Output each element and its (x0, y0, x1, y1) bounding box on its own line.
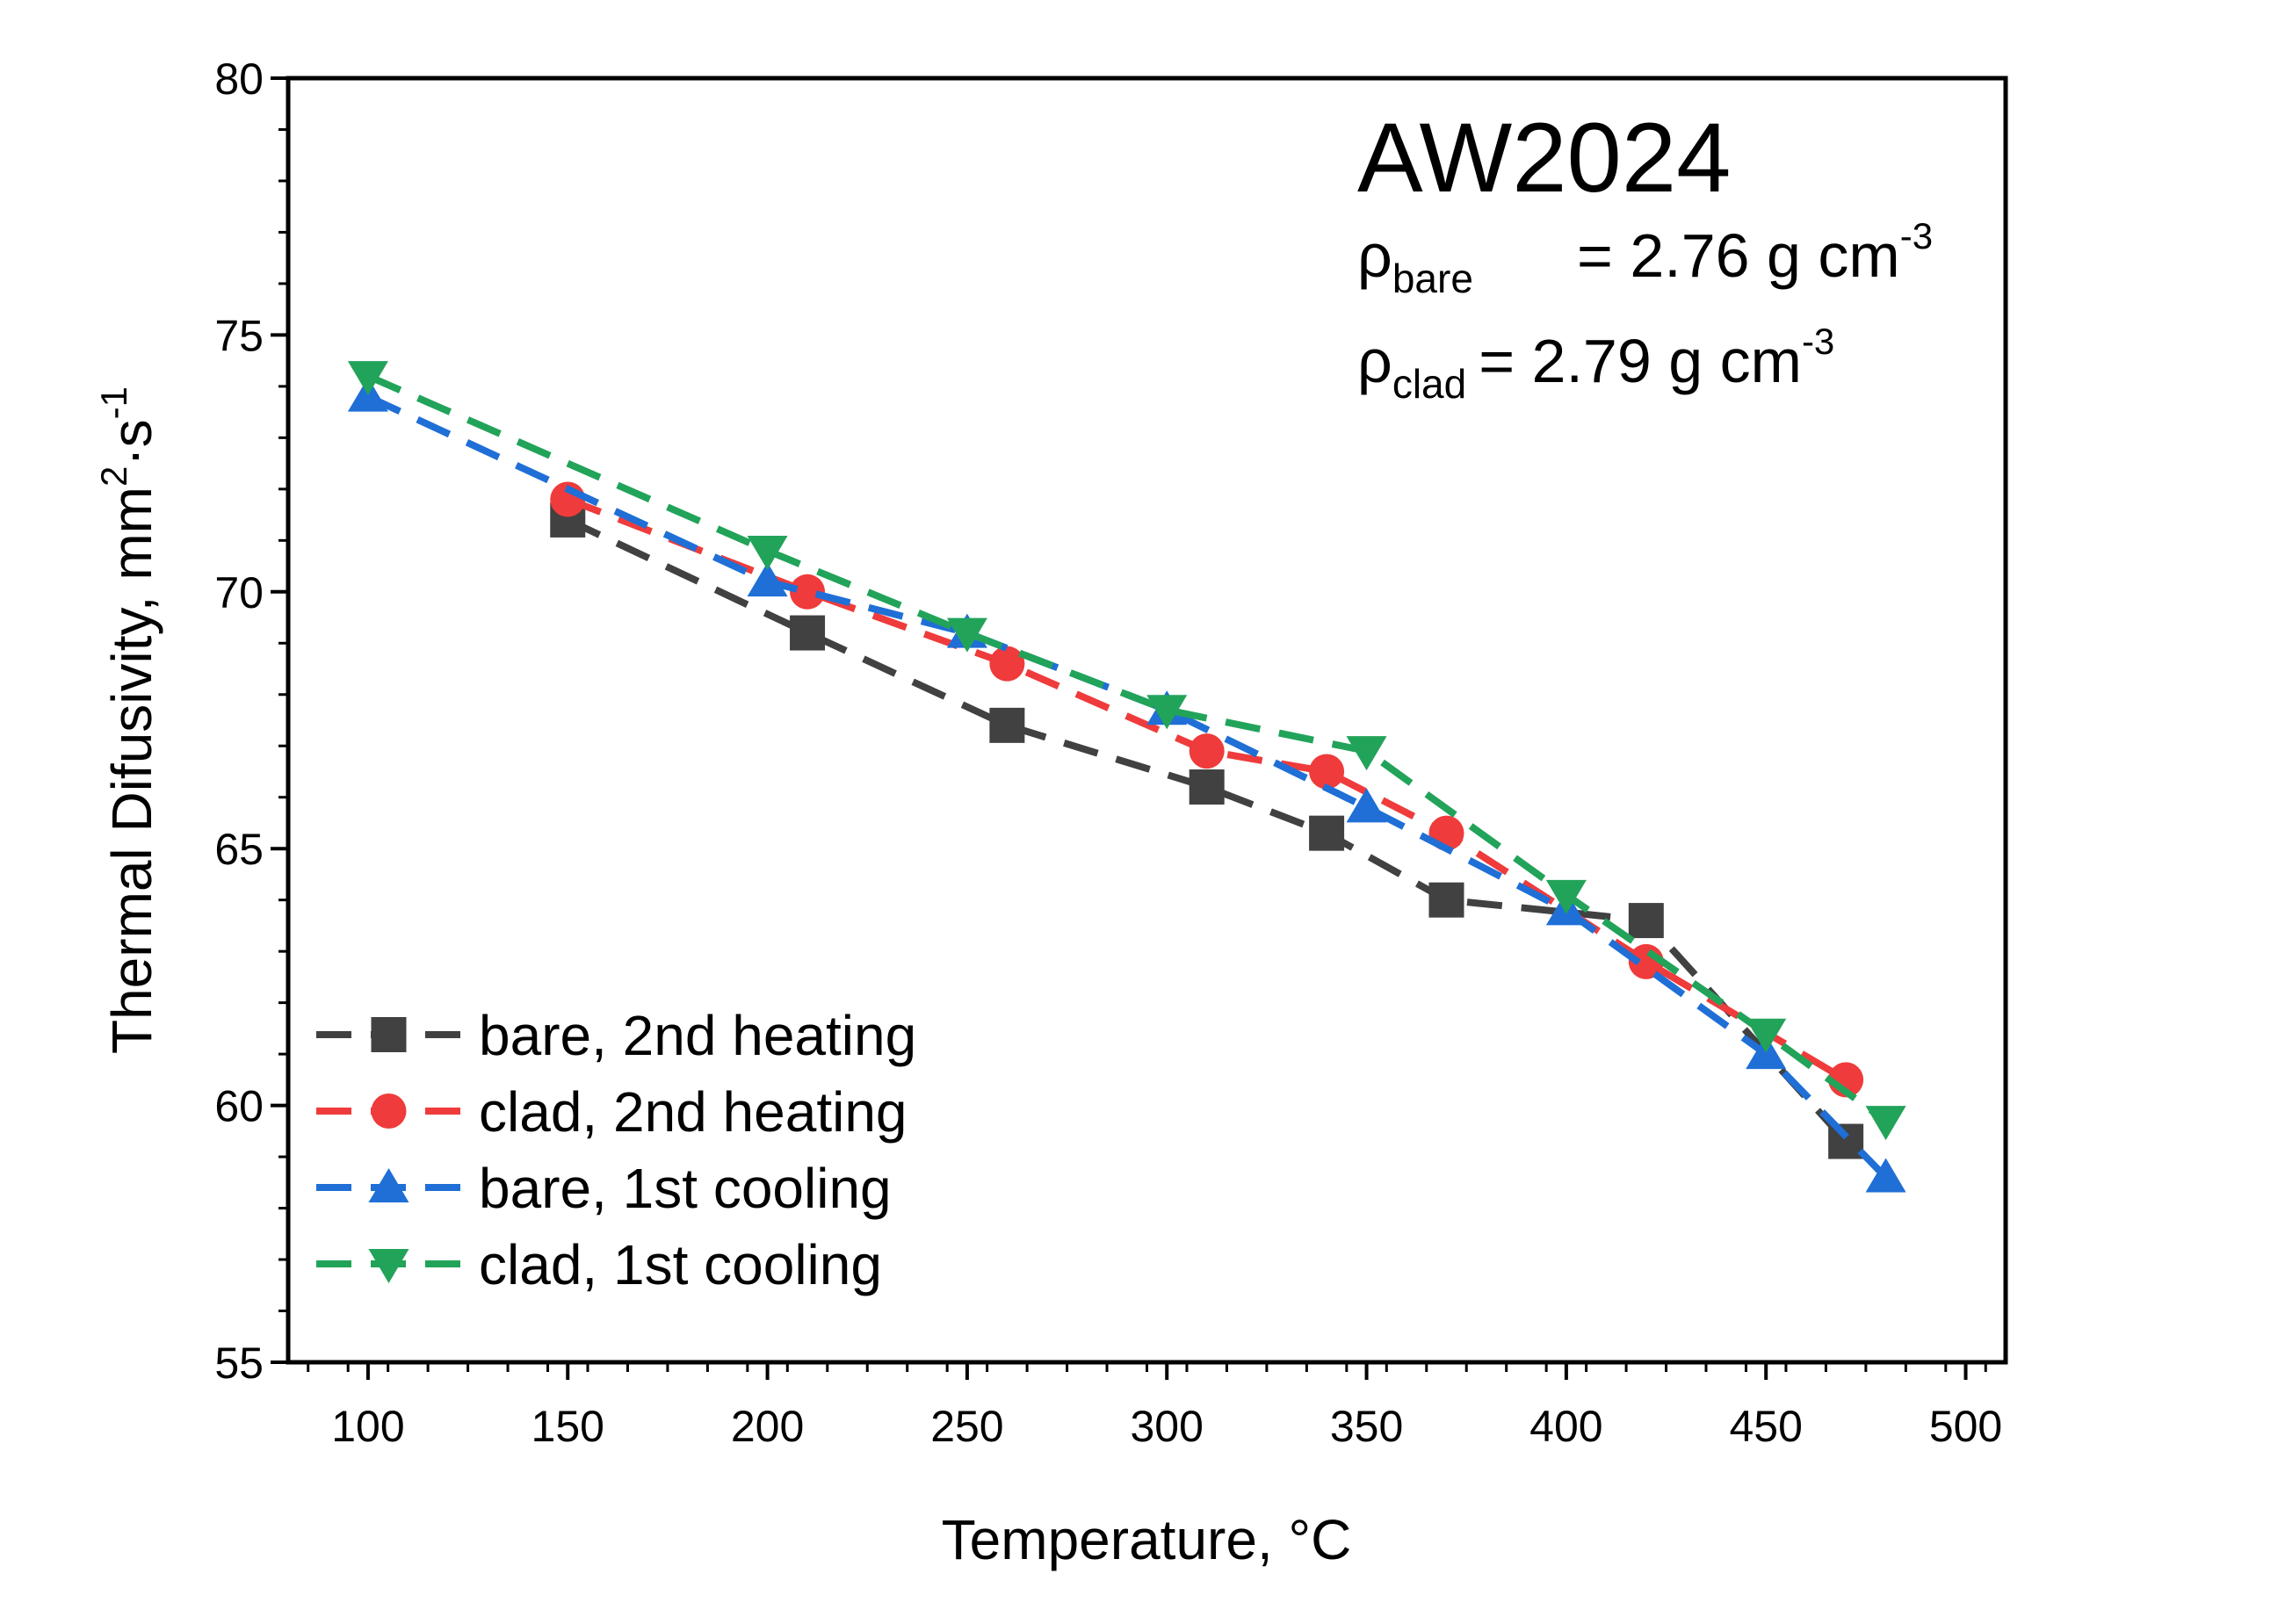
data-point (790, 615, 826, 651)
x-tick-label: 150 (531, 1402, 604, 1451)
x-tick-label: 350 (1330, 1402, 1403, 1451)
bare-density-annotation: ρbare = 2.76 g cm-3 (1357, 215, 1933, 301)
axes-layer: 100 150 200 250 300 350 400 450 500 55 60 65 70 75 80 (214, 54, 2002, 1451)
x-axis-title: Temperature, °C (942, 1508, 1352, 1571)
data-point (946, 617, 987, 653)
data-point (347, 361, 388, 396)
data-point (1309, 754, 1345, 790)
series-line (566, 516, 1849, 1144)
series-layer (347, 361, 1906, 1193)
legend-label: bare, 2nd heating (479, 1004, 916, 1067)
legend-item: clad, 1st cooling (316, 1233, 882, 1296)
data-point (1865, 1158, 1906, 1193)
clad-density-annotation: ρclad = 2.79 g cm-3 (1357, 321, 1834, 407)
y-axis-title-main: Thermal Difusivity, mm (100, 487, 163, 1054)
x-tick-label: 400 (1529, 1402, 1602, 1451)
legend-marker (371, 1017, 407, 1052)
bare-density-value: = 2.76 g cm (1577, 221, 1900, 290)
data-point (1146, 695, 1188, 730)
data-point (747, 562, 788, 597)
clad-density-superscript: -3 (1802, 321, 1834, 362)
legend-marker (371, 1093, 407, 1129)
y-axis-title-sup2: -1 (93, 386, 134, 419)
data-point (1189, 733, 1225, 769)
clad-density-value: = 2.79 g cm (1479, 327, 1802, 395)
data-point (1628, 903, 1664, 939)
legend-label: clad, 1st cooling (479, 1233, 882, 1296)
y-tick-label: 65 (214, 825, 264, 874)
x-tick-label: 450 (1729, 1402, 1802, 1451)
data-point (747, 536, 788, 571)
data-point (1865, 1106, 1906, 1141)
bare-density-subscript: bare (1392, 256, 1473, 301)
data-point (790, 574, 826, 610)
data-point (1346, 788, 1387, 823)
legend-item: bare, 1st cooling (316, 1157, 892, 1220)
clad-density-symbol: ρ (1357, 327, 1392, 395)
data-point (1309, 815, 1345, 851)
chart-title: AW2024 (1357, 103, 1731, 213)
y-tick-label: 75 (214, 311, 264, 360)
legend-label: bare, 1st cooling (479, 1157, 892, 1220)
y-tick-label: 55 (214, 1339, 264, 1388)
legend-item: bare, 2nd heating (316, 1004, 916, 1067)
x-tick-label: 500 (1929, 1402, 2002, 1451)
data-point (989, 646, 1025, 682)
bare-density-superscript: -3 (1900, 215, 1933, 256)
y-axis-title-mid: ·s (100, 419, 163, 466)
data-point (989, 707, 1025, 743)
bare-density-symbol: ρ (1357, 221, 1392, 290)
y-tick-label: 60 (214, 1082, 264, 1131)
data-point (1346, 736, 1387, 771)
data-point (1828, 1123, 1864, 1159)
y-axis-title: Thermal Difusivity, mm2·s-1 (93, 386, 163, 1054)
data-point (1746, 1018, 1787, 1053)
series-1 (550, 502, 1864, 1159)
series-4 (347, 361, 1906, 1141)
y-tick-label: 80 (214, 54, 264, 104)
x-tick-label: 300 (1131, 1402, 1204, 1451)
legend: bare, 2nd heating clad, 2nd heating bare, … (316, 1004, 916, 1296)
legend-marker (368, 1168, 409, 1202)
data-point (1428, 882, 1464, 918)
y-tick-label: 70 (214, 568, 264, 617)
x-tick-label: 100 (331, 1402, 404, 1451)
data-point (1545, 879, 1587, 914)
y-axis-title-sup1: 2 (93, 466, 134, 487)
x-tick-label: 200 (731, 1402, 804, 1451)
x-tick-label: 250 (930, 1402, 1003, 1451)
data-point (1189, 769, 1225, 805)
legend-item: clad, 2nd heating (316, 1080, 907, 1144)
legend-label: clad, 2nd heating (479, 1080, 907, 1144)
clad-density-subscript: clad (1392, 361, 1466, 407)
legend-marker (368, 1249, 409, 1283)
